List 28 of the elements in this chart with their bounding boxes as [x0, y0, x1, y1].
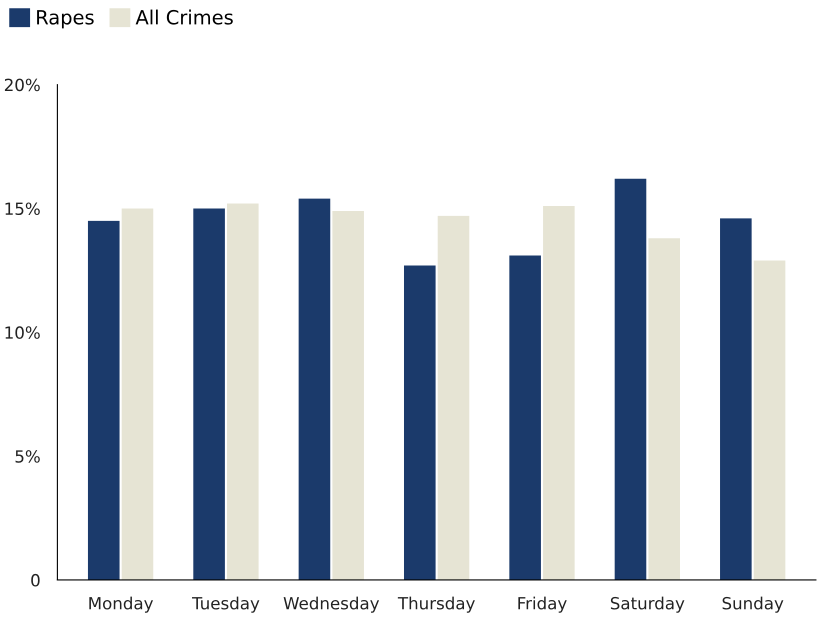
bar — [614, 178, 646, 580]
x-tick-label: Friday — [518, 596, 567, 613]
x-tick-label: Monday — [89, 596, 154, 613]
bar — [332, 210, 364, 580]
x-tick-label: Wednesday — [284, 596, 380, 613]
bar — [648, 238, 680, 580]
y-tick-label: 10% — [6, 326, 40, 339]
y-tick-label: 0 — [31, 574, 40, 587]
y-tick-label: 5% — [16, 450, 40, 463]
x-tick-label: Thursday — [398, 596, 475, 613]
x-tick-label: Sunday — [722, 596, 784, 613]
legend-label: All Crimes — [136, 10, 233, 25]
bar — [754, 260, 786, 580]
bar — [404, 265, 436, 580]
y-tick-label: 15% — [6, 202, 40, 216]
bar — [298, 198, 330, 580]
bar — [193, 208, 225, 580]
bar — [720, 218, 752, 580]
bar — [227, 204, 259, 580]
x-tick-label: Tuesday — [192, 596, 260, 613]
legend-label: Rapes — [37, 10, 94, 28]
bar — [509, 256, 541, 580]
y-tick-label: 20% — [4, 78, 40, 92]
bar — [438, 216, 470, 580]
bar — [122, 208, 154, 580]
bar — [88, 220, 120, 580]
x-tick-label: Saturday — [610, 596, 684, 613]
bar — [543, 206, 575, 580]
